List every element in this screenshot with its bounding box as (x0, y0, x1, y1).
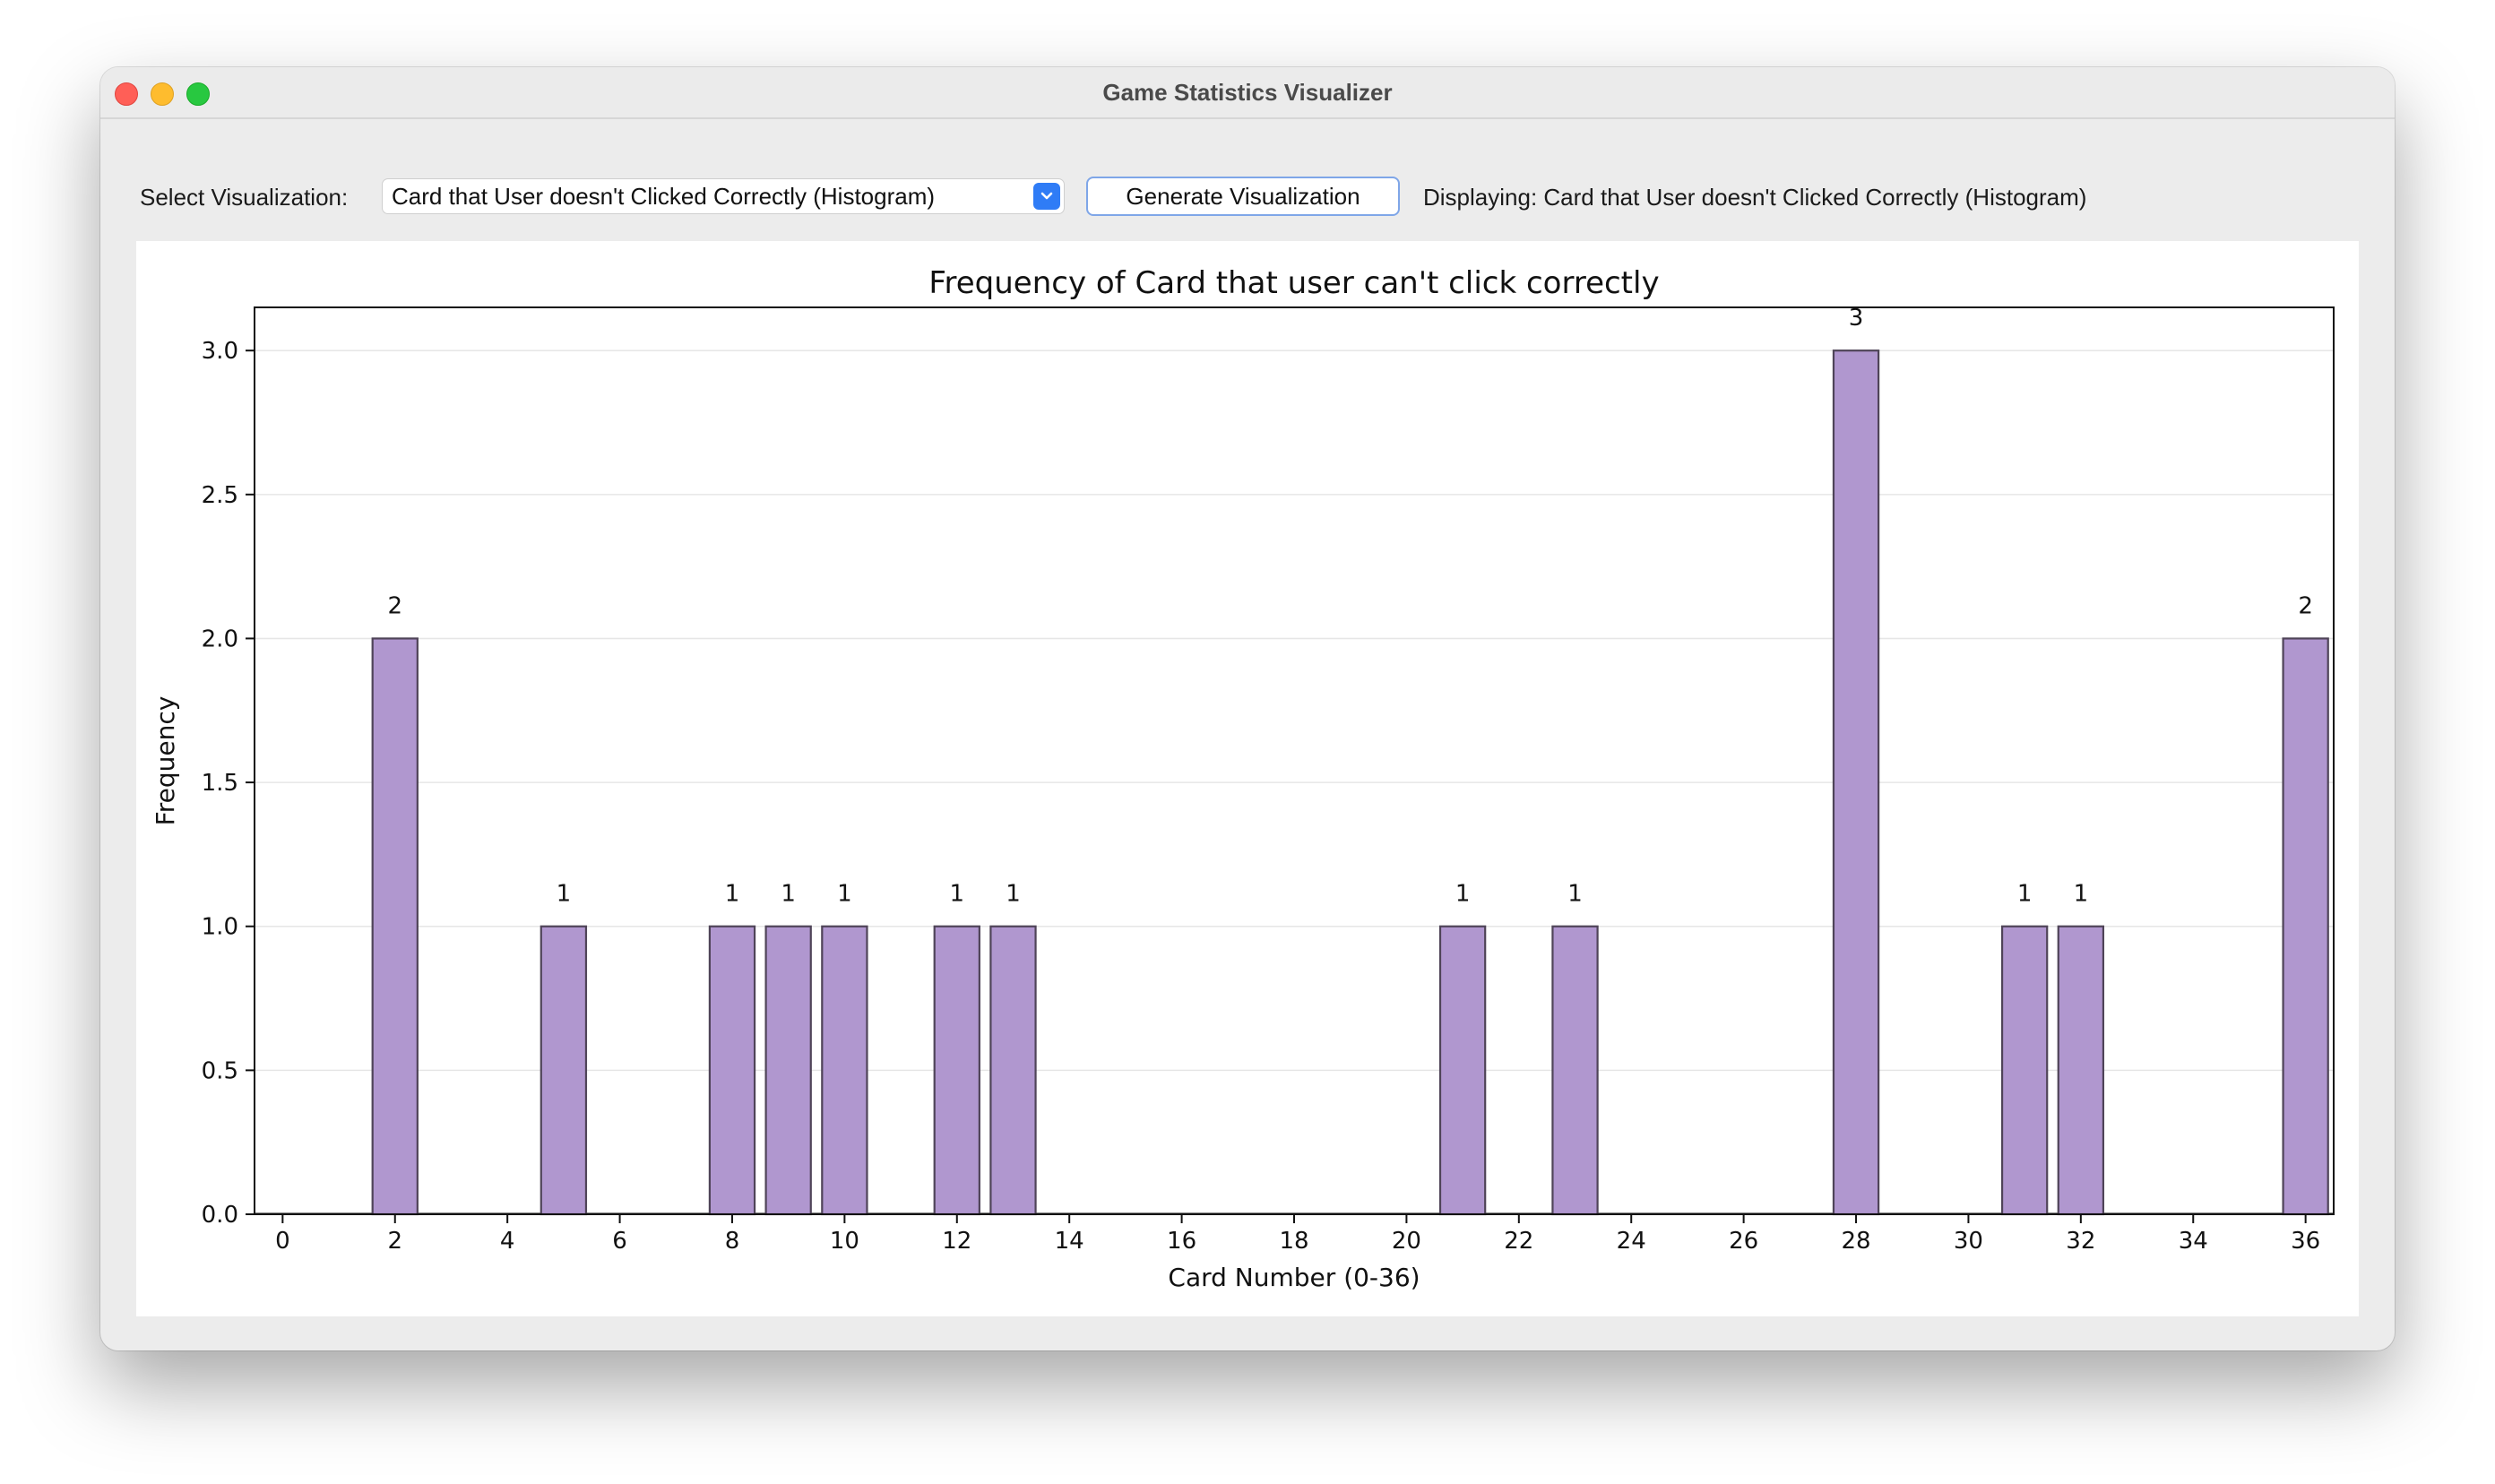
histogram-bar (764, 925, 812, 1216)
maximize-icon[interactable] (186, 82, 210, 106)
histogram-bar (1438, 925, 1487, 1216)
y-tick-label: 1.5 (202, 770, 238, 797)
minimize-icon[interactable] (151, 82, 174, 106)
bar-data-label: 3 (1849, 305, 1864, 332)
toolbar: Select Visualization: Card that User doe… (100, 175, 2395, 220)
x-tick-label: 22 (1504, 1228, 1533, 1255)
bar-data-label: 2 (2298, 592, 2313, 619)
select-visualization-label: Select Visualization: (140, 184, 349, 211)
x-tick-label: 32 (2066, 1228, 2095, 1255)
histogram-chart: 21 1 1 1 1 1 1 131 120 2 4 6 8 10 12 14 16 18 20 22 24 26 28 30… (151, 265, 2335, 1292)
histogram-bar (933, 925, 980, 1216)
x-tick-label: 30 (1954, 1228, 1983, 1255)
title-bar: Game Statistics Visualizer (100, 67, 2395, 119)
bar-data-label: 1 (837, 881, 852, 908)
x-tick-label: 8 (725, 1228, 740, 1255)
bar-data-label: 1 (557, 881, 572, 908)
bar-data-label: 1 (781, 881, 796, 908)
x-tick-label: 20 (1392, 1228, 1421, 1255)
visualization-select-value: Card that User doesn't Clicked Correctly… (392, 183, 936, 210)
chart-title: Frequency of Card that user can't click … (928, 265, 1659, 301)
bar-data-label: 1 (2074, 881, 2089, 908)
y-tick-label: 2.0 (202, 626, 238, 652)
histogram-bar (989, 925, 1037, 1216)
x-tick-label: 10 (830, 1228, 859, 1255)
bar-data-label: 1 (1006, 881, 1021, 908)
histogram-bar (2000, 925, 2049, 1216)
bar-data-label: 1 (2017, 881, 2033, 908)
visualization-select[interactable]: Card that User doesn't Clicked Correctly… (382, 178, 1065, 214)
x-tick-label: 14 (1055, 1228, 1084, 1255)
histogram-bar (1832, 349, 1880, 1216)
generate-visualization-button[interactable]: Generate Visualization (1086, 177, 1400, 216)
x-tick-label: 12 (942, 1228, 971, 1255)
histogram-bar (2057, 925, 2105, 1216)
histogram-bar (1551, 925, 1599, 1216)
y-tick-label: 2.5 (202, 482, 238, 509)
x-tick-label: 4 (500, 1228, 515, 1255)
chevron-down-icon[interactable] (1033, 183, 1060, 210)
x-tick-label: 28 (1841, 1228, 1870, 1255)
x-tick-label: 34 (2179, 1228, 2208, 1255)
x-tick-label: 18 (1279, 1228, 1308, 1255)
bar-data-label: 1 (1567, 881, 1583, 908)
x-tick-label: 2 (387, 1228, 402, 1255)
bar-data-label: 1 (1455, 881, 1471, 908)
y-axis-label: Frequency (151, 696, 180, 826)
x-tick-label: 26 (1729, 1228, 1758, 1255)
y-tick-label: 0.5 (202, 1057, 238, 1084)
x-tick-label: 6 (612, 1228, 627, 1255)
y-tick-label: 0.0 (202, 1202, 238, 1229)
y-tick-label: 1.0 (202, 914, 238, 941)
x-tick-label: 36 (2291, 1228, 2320, 1255)
histogram-bar (2282, 637, 2329, 1216)
bar-data-label: 2 (387, 592, 402, 619)
bar-data-label: 1 (950, 881, 965, 908)
status-text: Displaying: Card that User doesn't Click… (1423, 184, 2087, 211)
app-window: Game Statistics Visualizer Select Visual… (100, 67, 2395, 1350)
y-tick-label: 3.0 (202, 338, 238, 365)
bar-data-label: 1 (725, 881, 740, 908)
histogram-bar (371, 637, 419, 1216)
plot-area: 2 1 1 1 1 1 1 1 1 3 1 1 2 0 2 4 6 8 10 12 14 16 18 20 22 24 26 28 30… (136, 241, 2359, 1316)
histogram-bar (540, 925, 588, 1216)
x-tick-label: 16 (1167, 1228, 1196, 1255)
x-tick-label: 0 (275, 1228, 290, 1255)
close-icon[interactable] (115, 82, 138, 106)
window-title: Game Statistics Visualizer (1102, 79, 1393, 106)
histogram-bar (708, 925, 756, 1216)
histogram-bar (821, 925, 868, 1216)
x-axis-label: Card Number (0-36) (1168, 1263, 1420, 1292)
x-tick-label: 24 (1617, 1228, 1646, 1255)
